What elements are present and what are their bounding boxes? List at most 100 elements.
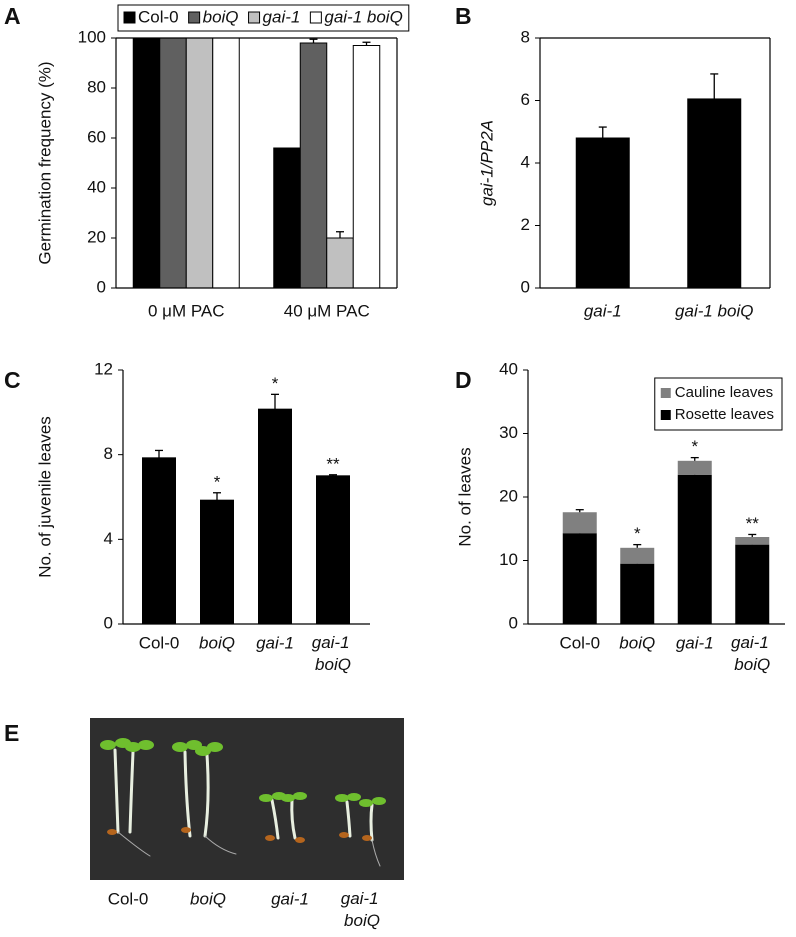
panel-label: A [4,3,21,29]
legend-box [117,4,410,32]
error-bar [336,231,344,238]
significance-label: * [634,524,641,543]
bar-segment [620,563,655,624]
legend-swatch [309,11,322,24]
panel-label: C [4,367,21,393]
y-axis-label: No. of juvenile leaves [35,416,54,578]
error-bar [155,449,163,458]
bar-segment [562,533,597,624]
y-tick-label: 8 [521,27,530,46]
x-tick-label: Col-0 [559,633,600,652]
bar [575,137,630,289]
significance-label: * [272,374,279,393]
bar [132,37,161,289]
significance-label: ** [746,514,760,533]
legend-label: boiQ [203,7,239,26]
bar [352,45,381,289]
y-tick-label: 20 [87,227,106,246]
bar-segment [620,547,655,564]
error-bar [690,456,699,461]
panel-label: D [455,367,472,393]
panel-label: B [455,3,472,29]
y-tick-label: 40 [87,177,106,196]
bar [687,98,742,289]
seedlings [113,748,381,867]
legend-swatch [660,410,671,420]
error-bar [329,474,337,476]
error-bar [710,73,719,99]
photo-caption: Col-0 [108,889,149,908]
photo-caption: gai-1 boiQ [341,889,384,930]
significance-label: * [214,472,221,491]
y-tick-label: 30 [499,423,518,442]
legend-label: Col-0 [138,7,179,26]
error-bar [748,533,757,538]
panel-label: E [4,720,19,746]
legend: Cauline leaves Rosette leaves [654,377,783,431]
y-axis-label: Germination frequency (%) [35,61,54,264]
cotyledons [100,738,386,807]
y-axis-label: gai-1/PP2A [477,120,496,206]
y-tick-label: 12 [94,359,113,378]
x-tick-label: boiQ [199,633,235,652]
legend-label: Cauline leaves [675,384,773,401]
legend-label: gai-1 [263,7,301,26]
error-bar [213,492,221,501]
bar [316,475,350,625]
y-tick-label: 0 [104,613,113,632]
x-tick-label: gai-1 [256,633,294,652]
photo-caption: gai-1 [271,889,309,908]
x-tick-label: boiQ [619,633,655,652]
legend-swatch [123,11,136,24]
y-tick-label: 100 [78,27,106,46]
x-tick-label: 0 μM PAC [148,301,225,320]
seed-coats [107,827,372,843]
legend-swatch [660,388,671,398]
bar-segment [562,512,597,534]
x-tick-label: gai-1 boiQ [312,633,355,674]
x-tick-label: gai-1 [584,301,622,320]
bar [273,147,301,289]
bar [326,237,354,289]
bar-segment [677,460,712,475]
x-tick-label: gai-1 boiQ [731,633,774,674]
error-bar [362,41,371,46]
y-tick-label: 0 [521,277,530,296]
y-tick-label: 0 [509,613,518,632]
y-tick-label: 0 [97,277,106,296]
y-tick-label: 2 [521,215,530,234]
bar [212,37,240,289]
bar [258,408,292,625]
x-tick-label: gai-1 boiQ [675,301,753,320]
significance-label: * [691,437,698,456]
x-tick-label: 40 μM PAC [284,301,370,320]
error-bar [598,126,607,138]
y-tick-label: 20 [499,486,518,505]
bar-segment [735,544,770,624]
legend-label: gai-1 boiQ [324,7,402,26]
legend-box [654,377,783,431]
bar [142,457,176,625]
bar [159,37,187,289]
error-bar [575,509,584,513]
legend-swatch [248,11,261,24]
legend: Col-0 boiQ gai-1 gai-1 boiQ [117,4,410,32]
error-bar [633,543,642,548]
y-tick-label: 80 [87,77,106,96]
bar [200,499,234,625]
y-tick-label: 10 [499,550,518,569]
error-bar [309,38,318,43]
legend-swatch [188,11,201,24]
x-tick-label: gai-1 [676,633,714,652]
y-tick-label: 4 [521,152,530,171]
y-tick-label: 6 [521,90,530,109]
bar-segment [677,474,712,624]
significance-label: ** [326,454,340,473]
y-tick-label: 4 [104,529,113,548]
y-tick-label: 60 [87,127,106,146]
y-tick-label: 8 [104,444,113,463]
x-tick-label: Col-0 [139,633,180,652]
legend-label: Rosette leaves [675,406,774,423]
photo-caption: boiQ [190,889,226,908]
